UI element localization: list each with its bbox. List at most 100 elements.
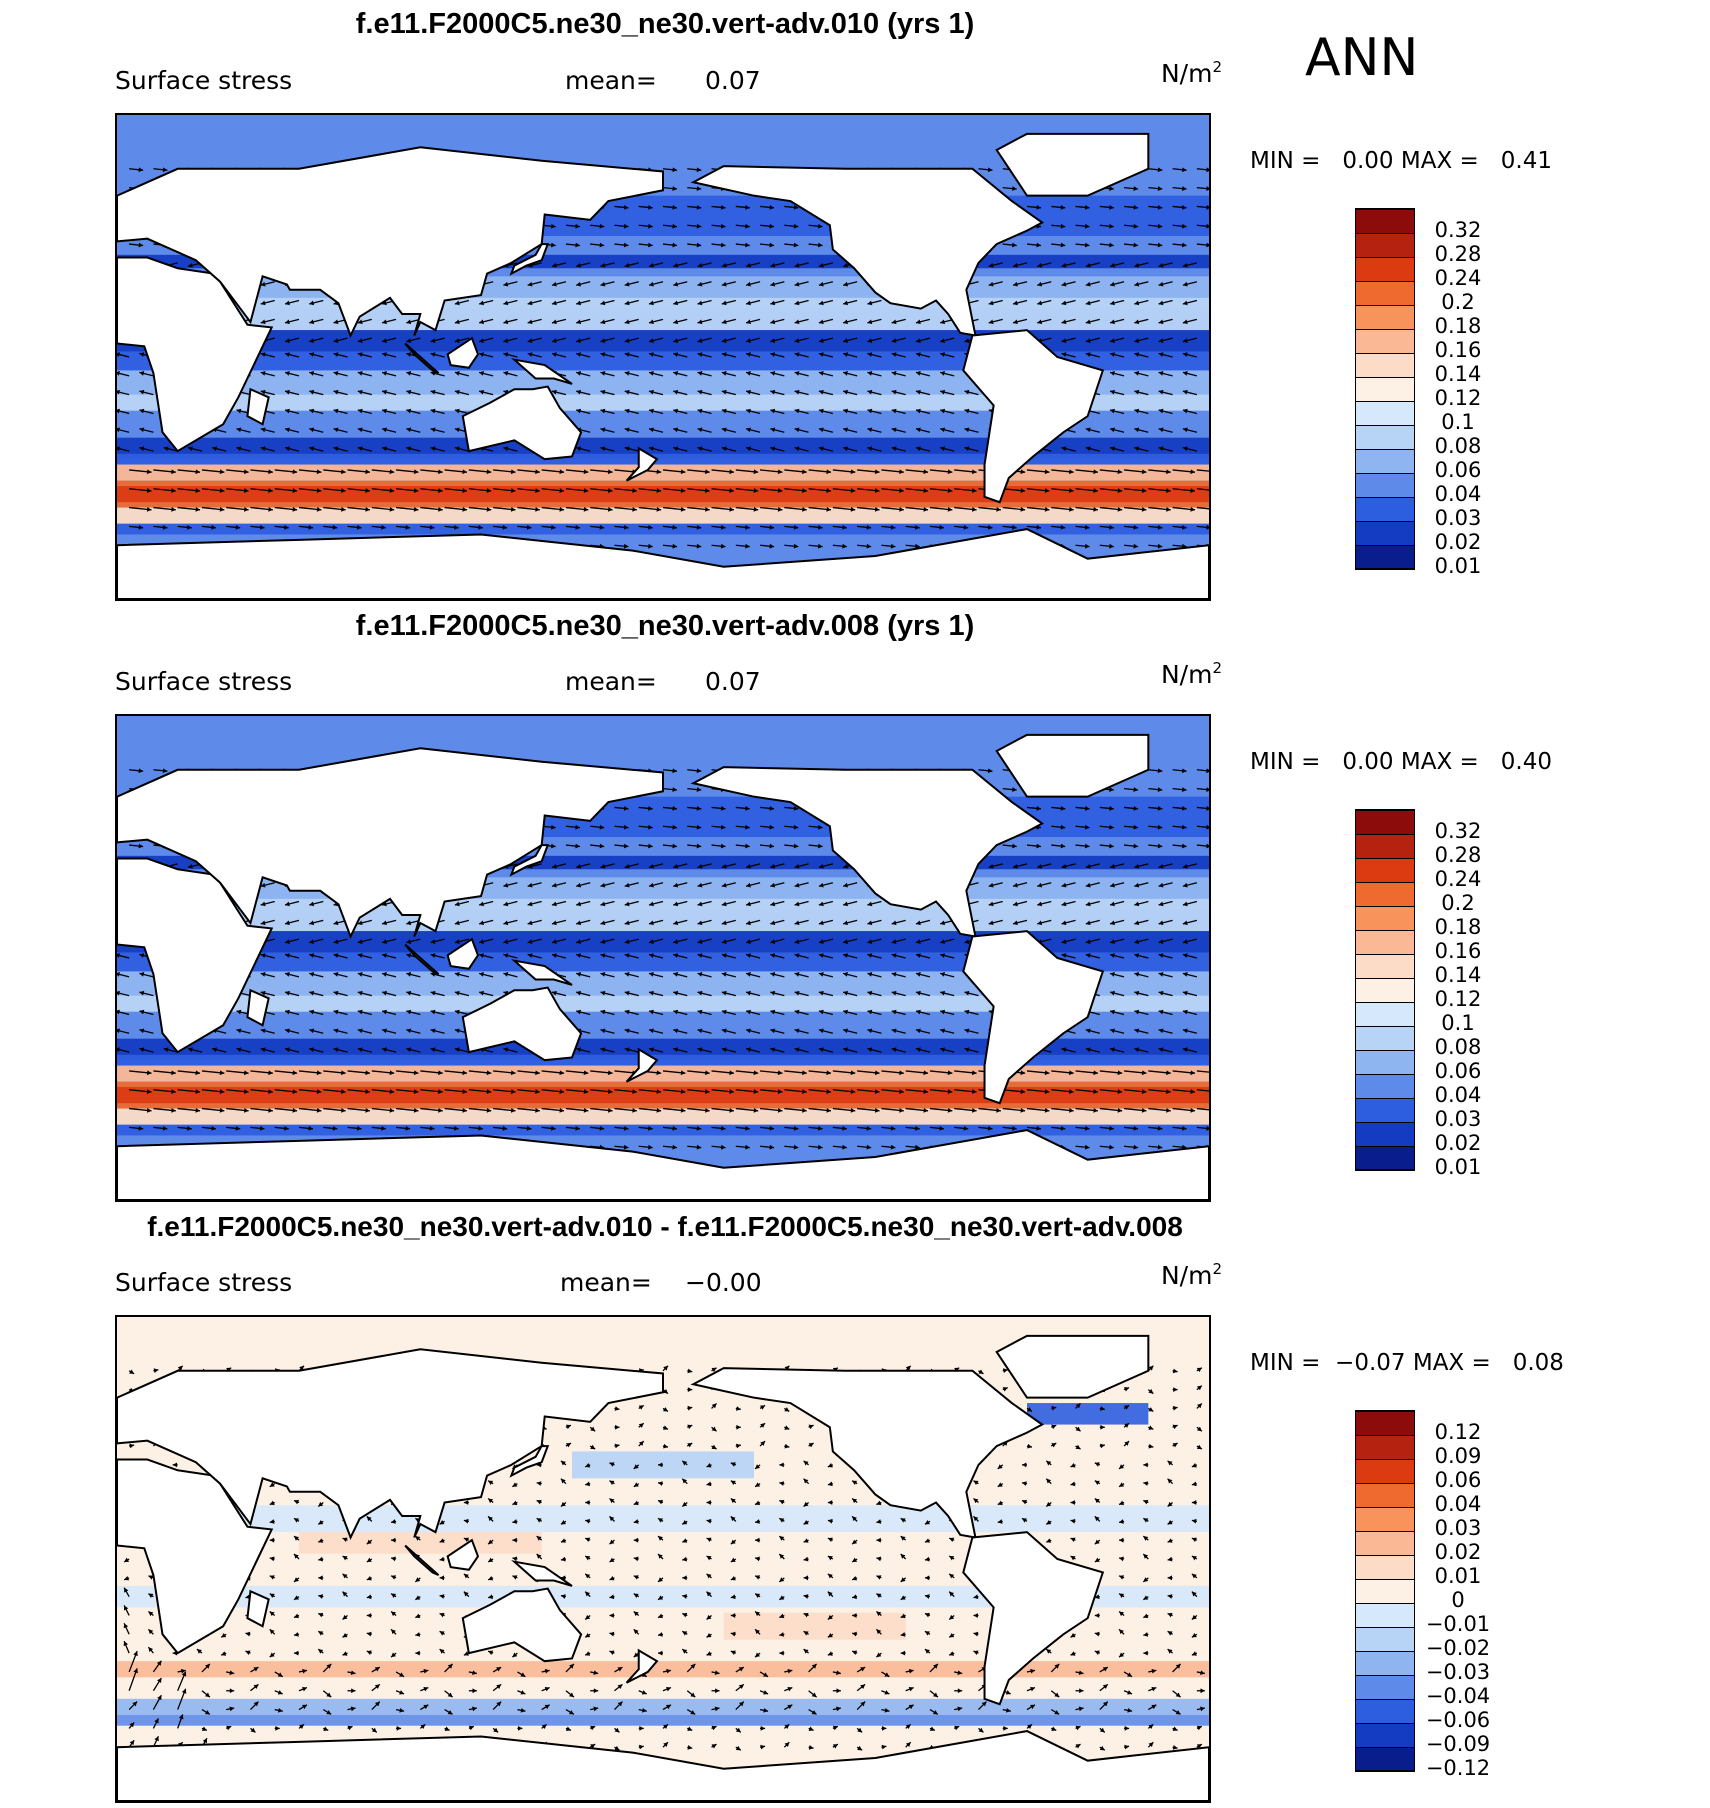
stress-vector-head: [624, 352, 630, 357]
stress-vector-head: [1167, 1478, 1173, 1484]
stress-vector-head: [1084, 824, 1090, 830]
stress-vector-head: [843, 371, 848, 376]
colorbar-swatch: [1355, 426, 1415, 450]
panel-2-minmax: MIN = 0.00 MAX = 0.40: [1250, 749, 1552, 775]
stress-vector-head: [478, 1125, 483, 1131]
stress-vector-head: [560, 1478, 566, 1484]
stress-vector-head: [342, 1573, 348, 1579]
stress-vector-head: [260, 352, 266, 357]
stress-vector-head: [1051, 1405, 1057, 1411]
stress-vector-head: [1060, 806, 1066, 811]
stress-vector-head: [138, 167, 144, 173]
stress-vector-head: [1181, 524, 1187, 530]
stress-vector-head: [462, 469, 467, 475]
stress-vector-head: [1141, 506, 1147, 512]
colorbar-tick-label: 0.32: [1434, 819, 1482, 843]
stress-vector-head: [357, 371, 363, 376]
stress-vector-head: [236, 408, 242, 414]
stress-vector-head: [890, 524, 896, 530]
stress-vector-head: [623, 843, 629, 849]
stress-vector-head: [1109, 824, 1114, 830]
stress-vector-head: [333, 939, 339, 944]
stress-vector-head: [585, 1537, 591, 1543]
stress-vector-head: [721, 389, 727, 395]
stress-vector-head: [285, 939, 290, 944]
stress-vector-head: [663, 1407, 668, 1412]
stress-vector-head: [1181, 242, 1187, 248]
stress-vector-head: [243, 488, 249, 493]
colorbar-swatch: [1355, 1099, 1415, 1123]
stress-vector-head: [430, 1009, 436, 1015]
stress-vector-head: [1100, 1443, 1105, 1449]
stress-vector-head: [672, 1125, 677, 1131]
stress-vector-head: [535, 1089, 540, 1094]
stress-vector-head: [658, 1518, 663, 1523]
stress-vector-head: [1143, 1518, 1149, 1523]
stress-vector-head: [964, 1009, 970, 1015]
stress-vector-head: [309, 427, 315, 433]
stress-vector-head: [1085, 863, 1091, 869]
stress-vector-head: [672, 843, 677, 849]
stress-vector-head: [454, 408, 460, 414]
stress-vector-head: [706, 1500, 711, 1505]
stress-vector-head: [333, 1009, 339, 1015]
stress-vector-head: [389, 506, 395, 512]
stress-vector-head: [1060, 1125, 1066, 1131]
stress-vector-head: [285, 990, 290, 996]
stress-vector-head: [649, 972, 654, 977]
stress-vector-head: [915, 990, 921, 996]
stress-vector-head: [454, 1009, 460, 1015]
stress-vector-head: [560, 1556, 566, 1562]
stress-vector-head: [696, 768, 702, 774]
stress-vector-head: [512, 1575, 518, 1580]
difference-patch: [117, 1714, 1209, 1726]
stress-vector-head: [117, 1009, 120, 1015]
stress-vector-head: [1167, 1538, 1173, 1543]
stress-vector-head: [658, 1577, 663, 1582]
stress-vector-head: [236, 446, 242, 452]
stress-vector-head: [357, 1028, 363, 1034]
stress-vector-head: [1157, 1125, 1163, 1131]
stress-vector-head: [649, 427, 654, 433]
stress-vector-head: [843, 389, 848, 395]
stress-vector-head: [915, 1047, 921, 1053]
stress-vector-head: [770, 939, 776, 944]
stress-vector-head: [802, 488, 807, 493]
stress-vector-head: [243, 1089, 249, 1094]
stress-vector-head: [624, 863, 630, 869]
stress-vector-head: [1134, 901, 1140, 907]
stress-vector-head: [900, 1518, 906, 1523]
stress-vector-head: [1134, 300, 1140, 306]
stress-vector-head: [195, 1107, 201, 1113]
stress-band: [117, 486, 1209, 503]
stress-vector-head: [843, 300, 848, 306]
colorbar-swatch: [1355, 354, 1415, 378]
stress-vector-head: [826, 506, 831, 512]
colorbar-tick-label: 0.02: [1434, 1131, 1482, 1155]
stress-vector-head: [294, 1554, 299, 1559]
stress-vector-head: [891, 352, 897, 357]
stress-vector-head: [332, 1125, 338, 1131]
stress-vector-head: [843, 338, 848, 343]
stress-vector-head: [842, 543, 847, 549]
stress-band: [117, 523, 1209, 535]
stress-band: [117, 1108, 1209, 1125]
stress-vector-head: [1148, 1425, 1154, 1430]
stress-vector-head: [696, 1144, 702, 1150]
stress-vector-head: [316, 506, 322, 512]
stress-vector-head: [406, 389, 412, 395]
stress-vector-head: [551, 882, 557, 888]
stress-vector-head: [406, 408, 412, 414]
stress-vector-head: [673, 1047, 679, 1053]
stress-vector-head: [915, 1009, 921, 1015]
stress-vector-head: [673, 920, 679, 926]
stress-vector-head: [1133, 242, 1139, 248]
stress-vector-head: [576, 352, 582, 357]
stress-vector-head: [1094, 1462, 1100, 1467]
stress-vector-head: [818, 338, 824, 343]
stress-vector-head: [656, 1070, 662, 1076]
stress-vector-head: [1158, 371, 1164, 376]
stress-vector-head: [624, 1028, 630, 1034]
stress-vector-head: [1157, 524, 1163, 530]
stress-vector-head: [1109, 806, 1114, 811]
